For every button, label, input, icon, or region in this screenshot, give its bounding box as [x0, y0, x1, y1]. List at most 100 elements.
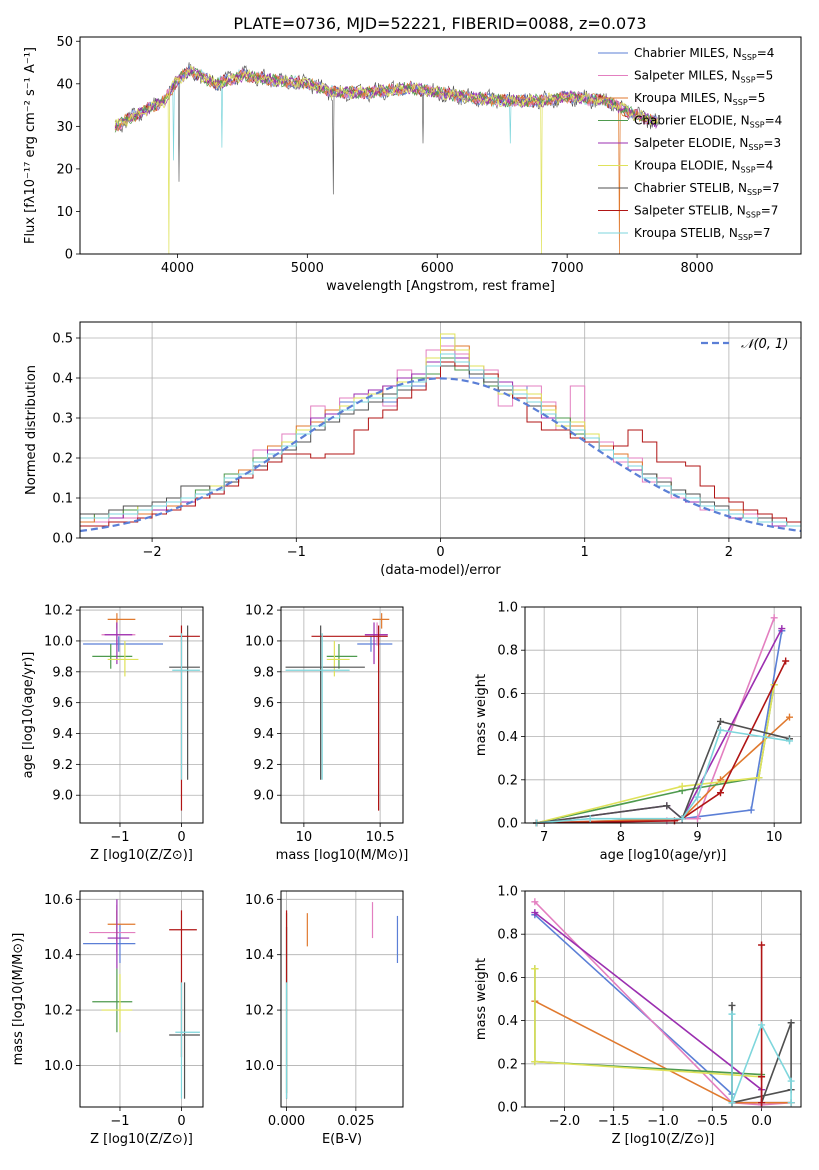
y-tick-label: 10.4	[245, 948, 274, 963]
y-tick-label: 9.6	[253, 696, 274, 711]
legend-count: =7	[761, 204, 779, 218]
y-axis-label: Flux [fλ10⁻¹⁷ erg cm⁻² s⁻¹ A⁻¹]	[23, 47, 38, 244]
y-tick-label: 30	[56, 120, 73, 135]
x-tick-label: 7	[540, 830, 548, 845]
y-tick-label: 50	[56, 35, 73, 50]
y-axis-label: mass weight	[474, 674, 489, 756]
legend-count: =7	[753, 226, 771, 240]
series-line	[534, 968, 762, 1078]
legend-subscript: SSP	[746, 211, 761, 220]
x-tick-label: −1.0	[647, 1114, 679, 1129]
age-vs-z-points	[83, 613, 200, 811]
legend-subscript: SSP	[747, 188, 762, 197]
mass-weight-vs-z-frame	[524, 890, 802, 1108]
x-tick-label: 0	[177, 830, 185, 845]
x-tick-label: −1	[110, 830, 129, 845]
legend-subscript: SSP	[741, 166, 756, 175]
y-axis-label: age [log10(age/yr)]	[21, 652, 36, 779]
series-marker	[531, 898, 539, 906]
series-marker	[531, 965, 539, 973]
legend-label: Kroupa MILES, NSSP=5	[634, 91, 765, 107]
legend-subscript: SSP	[733, 98, 748, 107]
series-marker	[728, 1001, 736, 1009]
x-tick-label: 10	[296, 830, 313, 845]
series-line	[536, 684, 775, 824]
y-tick-label: 10.2	[44, 604, 73, 619]
mass-weight-vs-age-series	[533, 614, 793, 827]
mass-vs-z-points	[83, 899, 200, 1099]
x-axis-label: mass [log10(M/M⊙)]	[276, 848, 409, 863]
x-tick-label: 2	[725, 545, 733, 560]
y-tick-label: 40	[56, 77, 73, 92]
legend-label: Chabrier ELODIE, NSSP=4	[634, 114, 782, 130]
y-tick-label: 10.4	[44, 948, 73, 963]
y-tick-label: 9.8	[253, 665, 274, 680]
y-tick-label: 0.4	[497, 1014, 518, 1029]
x-axis-label: Z [log10(Z/Z⊙)]	[90, 1132, 193, 1147]
series-marker	[758, 1099, 766, 1107]
x-tick-label: 10	[766, 830, 783, 845]
residuals-axes: −2 −1 0 1 2 0.0 0.1 0.2 0.3 0.4 0.5 (data-model)/er…	[24, 322, 801, 578]
x-tick-label: −1	[110, 1114, 129, 1129]
mass-weight-vs-age-frame	[524, 606, 802, 824]
series-marker	[678, 782, 686, 790]
x-tick-label: 1	[581, 545, 589, 560]
spectrum-series-line	[114, 67, 658, 133]
series-marker	[787, 1099, 795, 1107]
x-tick-label: −1	[287, 545, 306, 560]
legend-label: Salpeter MILES, NSSP=5	[634, 69, 773, 85]
legend-count: =4	[765, 114, 783, 128]
mass-vs-ebv-axes: 0.000 0.025 10.0 10.2 10.4 10.6 E(B-V)	[245, 891, 403, 1147]
series-marker	[758, 1021, 766, 1029]
spectrum-legend: Chabrier MILES, NSSP=4 Salpeter MILES, NS…	[598, 46, 782, 242]
y-tick-label: 10.6	[44, 893, 73, 908]
y-tick-label: 0.8	[497, 928, 518, 943]
legend-label: Kroupa STELIB, NSSP=7	[634, 226, 771, 242]
y-tick-label: 0.4	[497, 730, 518, 745]
y-tick-label: 9.4	[253, 727, 274, 742]
mass-weight-vs-z-series	[531, 898, 795, 1109]
legend-label: Chabrier STELIB, NSSP=7	[634, 181, 780, 197]
series-line	[536, 729, 790, 824]
y-tick-label: 0	[65, 248, 73, 263]
series-marker	[678, 815, 686, 823]
series-marker	[747, 806, 755, 814]
x-tick-label: 0	[436, 545, 444, 560]
series-line	[536, 617, 775, 824]
y-tick-label: 0.0	[497, 817, 518, 832]
x-tick-label: 8000	[681, 261, 714, 276]
legend-subscript: SSP	[738, 233, 753, 242]
spectrum-lines	[114, 62, 658, 254]
y-tick-label: 0.2	[497, 1057, 518, 1072]
series-line	[536, 628, 783, 824]
series-marker	[717, 789, 724, 797]
x-tick-label: 10.5	[366, 830, 395, 845]
x-axis-label: E(B-V)	[322, 1132, 362, 1147]
mass-vs-ebv-points	[285, 902, 399, 1099]
legend-subscript: SSP	[750, 121, 765, 130]
x-tick-label: 0.0	[751, 1114, 772, 1129]
legend-count: =4	[757, 46, 775, 60]
x-tick-label: 6000	[421, 261, 454, 276]
y-tick-label: 10.0	[44, 1059, 73, 1074]
figure-title: PLATE=0736, MJD=52221, FIBERID=0088, z=0…	[233, 14, 646, 33]
y-tick-label: 10.0	[245, 1059, 274, 1074]
y-tick-label: 0.4	[52, 372, 73, 387]
y-tick-label: 9.0	[52, 789, 73, 804]
series-marker	[531, 1058, 539, 1066]
x-tick-label: −2.0	[549, 1114, 581, 1129]
x-tick-label: 4000	[161, 261, 194, 276]
y-tick-label: 10.2	[44, 1004, 73, 1019]
series-marker	[531, 909, 539, 917]
y-tick-label: 9.6	[52, 696, 73, 711]
age-vs-mass-axes: 10 10.5 9.0 9.2 9.4 9.6 9.8 10.0 10.2 mass [log10…	[245, 604, 408, 863]
y-tick-label: 10.0	[44, 634, 73, 649]
mass-vs-z-frame	[79, 890, 204, 1108]
x-tick-label: 9	[693, 830, 701, 845]
legend-count: =3	[763, 136, 781, 150]
y-tick-label: 0.3	[52, 412, 73, 427]
y-tick-label: 10	[56, 205, 73, 220]
gaussian-curve	[80, 377, 801, 533]
series-line	[534, 901, 792, 1106]
x-tick-label: −0.5	[696, 1114, 728, 1129]
